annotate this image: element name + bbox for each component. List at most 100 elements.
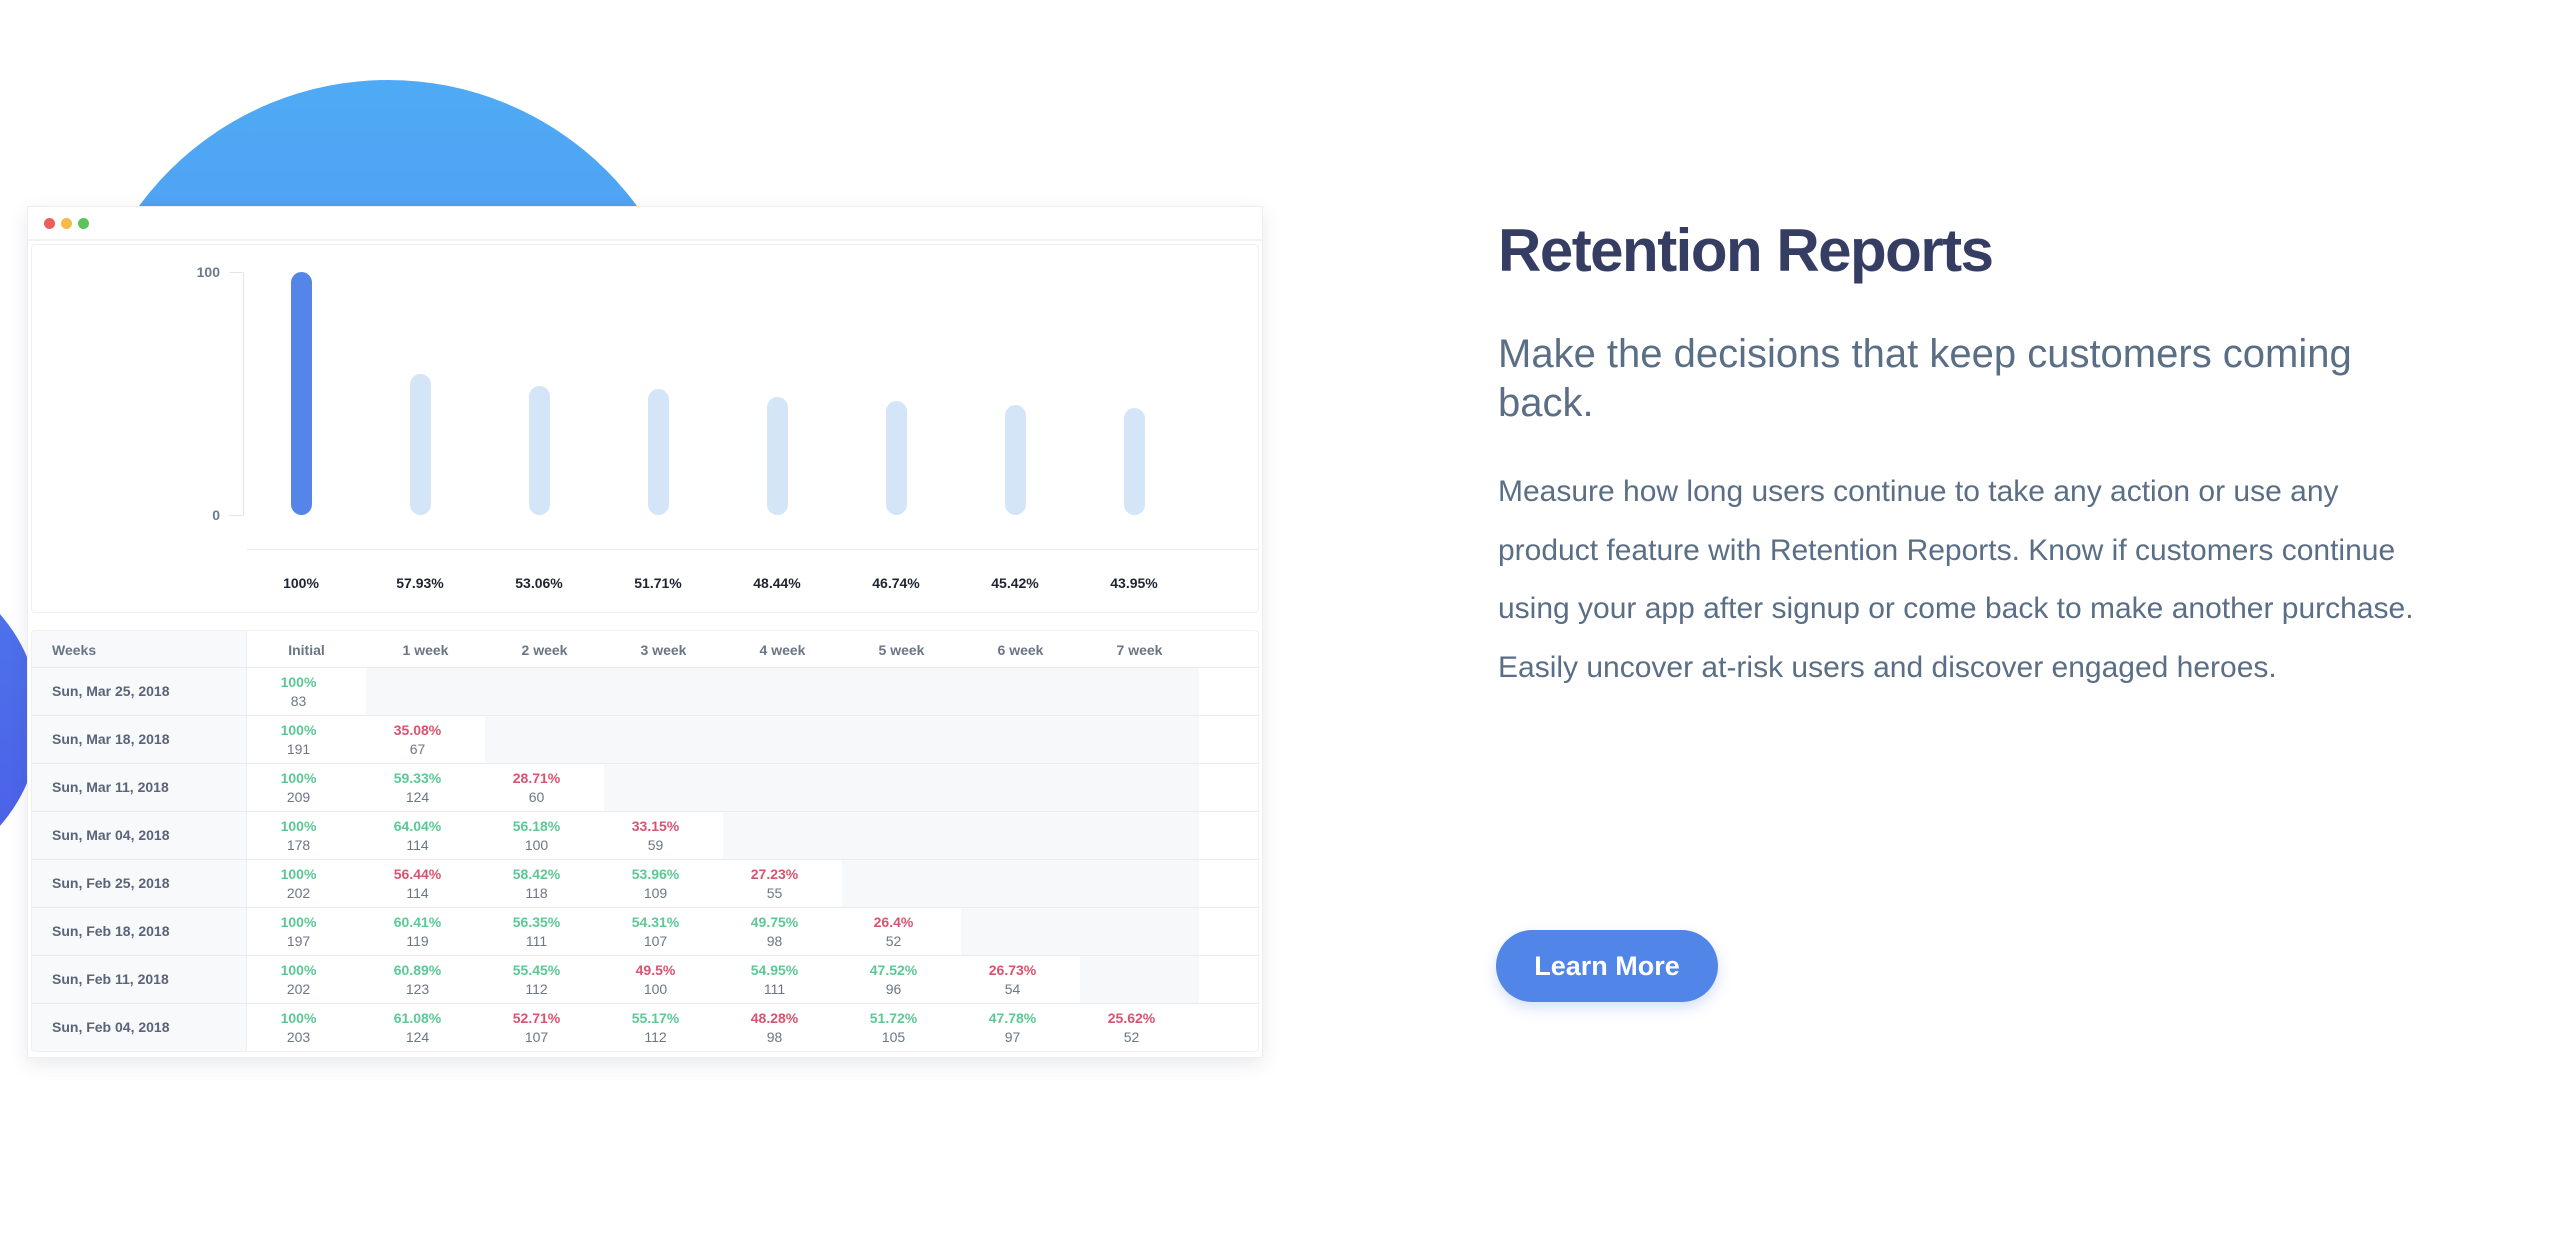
retention-percent: 51.72% bbox=[869, 1010, 918, 1026]
table-header: Weeks Initial 1 week 2 week 3 week 4 wee… bbox=[32, 631, 1258, 668]
column-header-week-7: 7 week bbox=[1116, 642, 1163, 658]
retention-cell: 61.08% 124 bbox=[358, 1009, 477, 1047]
retention-percent: 60.41% bbox=[393, 914, 442, 930]
chart-bar bbox=[291, 272, 312, 515]
retention-cell: 56.18% 100 bbox=[477, 817, 596, 855]
retention-cell: 35.08% 67 bbox=[358, 721, 477, 759]
empty-cell-area bbox=[842, 860, 1199, 907]
retention-cell: 48.28% 98 bbox=[715, 1009, 834, 1047]
retention-count: 96 bbox=[885, 981, 902, 997]
chart-bar bbox=[1124, 408, 1145, 515]
retention-cell: 55.45% 112 bbox=[477, 961, 596, 999]
bar-value-label: 48.44% bbox=[753, 575, 801, 591]
cohort-date: Sun, Feb 18, 2018 bbox=[52, 923, 170, 939]
column-header-week-2: 2 week bbox=[521, 642, 568, 658]
column-header-initial: Initial bbox=[288, 642, 325, 658]
retention-cell: 49.75% 98 bbox=[715, 913, 834, 951]
cohort-date: Sun, Mar 11, 2018 bbox=[52, 779, 169, 795]
retention-count: 52 bbox=[885, 933, 902, 949]
empty-cell-area bbox=[366, 668, 1199, 715]
retention-percent: 25.62% bbox=[1107, 1010, 1156, 1026]
bar-value-label: 100% bbox=[283, 575, 319, 591]
empty-cell-area bbox=[604, 764, 1199, 811]
retention-count: 55 bbox=[766, 885, 783, 901]
column-header-week-1: 1 week bbox=[402, 642, 449, 658]
retention-percent: 52.71% bbox=[512, 1010, 561, 1026]
bar-value-label: 53.06% bbox=[515, 575, 563, 591]
retention-count: 178 bbox=[286, 837, 311, 853]
column-header-week-6: 6 week bbox=[997, 642, 1044, 658]
retention-count: 114 bbox=[406, 837, 429, 853]
bar-value-label: 57.93% bbox=[396, 575, 444, 591]
chart-bar bbox=[410, 374, 431, 515]
retention-cell: 47.78% 97 bbox=[953, 1009, 1072, 1047]
retention-percent: 100% bbox=[280, 674, 317, 690]
retention-table: Weeks Initial 1 week 2 week 3 week 4 wee… bbox=[31, 630, 1259, 1052]
y-tick bbox=[229, 515, 243, 516]
retention-count: 111 bbox=[525, 933, 548, 949]
retention-cell: 59.33% 124 bbox=[358, 769, 477, 807]
retention-percent: 56.35% bbox=[512, 914, 561, 930]
retention-cell: 56.35% 111 bbox=[477, 913, 596, 951]
retention-count: 98 bbox=[766, 1029, 783, 1045]
date-column bbox=[32, 631, 247, 1051]
retention-percent: 47.78% bbox=[988, 1010, 1037, 1026]
feature-description: Measure how long users continue to take … bbox=[1498, 475, 2414, 684]
retention-cell: 47.52% 96 bbox=[834, 961, 953, 999]
retention-count: 83 bbox=[290, 693, 307, 709]
cohort-date: Sun, Mar 25, 2018 bbox=[52, 683, 170, 699]
retention-percent: 100% bbox=[280, 914, 317, 930]
retention-percent: 33.15% bbox=[631, 818, 680, 834]
retention-percent: 55.17% bbox=[631, 1010, 680, 1026]
retention-cell: 52.71% 107 bbox=[477, 1009, 596, 1047]
maximize-dot-icon bbox=[78, 218, 89, 229]
bar-value-label: 45.42% bbox=[991, 575, 1039, 591]
column-header-week-4: 4 week bbox=[759, 642, 806, 658]
retention-count: 107 bbox=[524, 1029, 549, 1045]
retention-cell: 53.96% 109 bbox=[596, 865, 715, 903]
retention-cell: 100% 202 bbox=[239, 865, 358, 903]
retention-count: 52 bbox=[1123, 1029, 1140, 1045]
retention-count: 112 bbox=[525, 981, 548, 997]
retention-count: 98 bbox=[766, 933, 783, 949]
table-row: Sun, Mar 04, 2018 100% 178 64.04% 114 56.18% 1… bbox=[32, 812, 1258, 860]
retention-count: 191 bbox=[286, 741, 311, 757]
learn-more-button[interactable]: Learn More bbox=[1496, 930, 1718, 1002]
chart-divider bbox=[247, 549, 1258, 550]
retention-cell: 27.23% 55 bbox=[715, 865, 834, 903]
retention-count: 105 bbox=[881, 1029, 906, 1045]
y-axis bbox=[243, 272, 244, 515]
cohort-date: Sun, Mar 18, 2018 bbox=[52, 731, 170, 747]
retention-percent: 53.96% bbox=[631, 866, 680, 882]
retention-count: 54 bbox=[1004, 981, 1021, 997]
retention-percent: 58.42% bbox=[512, 866, 561, 882]
retention-chart: 100 0 100% 57.93% 53.06% 51.71% 48.44% 46.74%… bbox=[31, 244, 1259, 613]
retention-percent: 49.75% bbox=[750, 914, 799, 930]
retention-percent: 49.5% bbox=[635, 962, 676, 978]
retention-cell: 64.04% 114 bbox=[358, 817, 477, 855]
table-row: Sun, Mar 18, 2018 100% 191 35.08% 67 bbox=[32, 716, 1258, 764]
table-row: Sun, Feb 25, 2018 100% 202 56.44% 114 58.42% 1… bbox=[32, 860, 1258, 908]
cohort-date: Sun, Feb 25, 2018 bbox=[52, 875, 170, 891]
retention-percent: 55.45% bbox=[512, 962, 561, 978]
y-tick-label-max: 100 bbox=[196, 264, 220, 280]
retention-cell: 26.73% 54 bbox=[953, 961, 1072, 999]
retention-count: 124 bbox=[405, 789, 430, 805]
retention-percent: 64.04% bbox=[393, 818, 442, 834]
retention-cell: 100% 191 bbox=[239, 721, 358, 759]
retention-cell: 60.89% 123 bbox=[358, 961, 477, 999]
retention-count: 100 bbox=[643, 981, 668, 997]
chart-bar bbox=[648, 389, 669, 515]
retention-count: 112 bbox=[644, 1029, 667, 1045]
table-row: Sun, Feb 18, 2018 100% 197 60.41% 119 56.35% 1… bbox=[32, 908, 1258, 956]
page-subtitle: Make the decisions that keep customers c… bbox=[1498, 332, 2352, 425]
retention-cell: 58.42% 118 bbox=[477, 865, 596, 903]
retention-percent: 100% bbox=[280, 770, 317, 786]
bar-value-label: 43.95% bbox=[1110, 575, 1158, 591]
retention-percent: 35.08% bbox=[393, 722, 442, 738]
empty-cell-area bbox=[485, 716, 1199, 763]
retention-count: 118 bbox=[525, 885, 548, 901]
retention-count: 203 bbox=[286, 1029, 311, 1045]
bar-value-label: 51.71% bbox=[634, 575, 682, 591]
close-dot-icon bbox=[44, 218, 55, 229]
